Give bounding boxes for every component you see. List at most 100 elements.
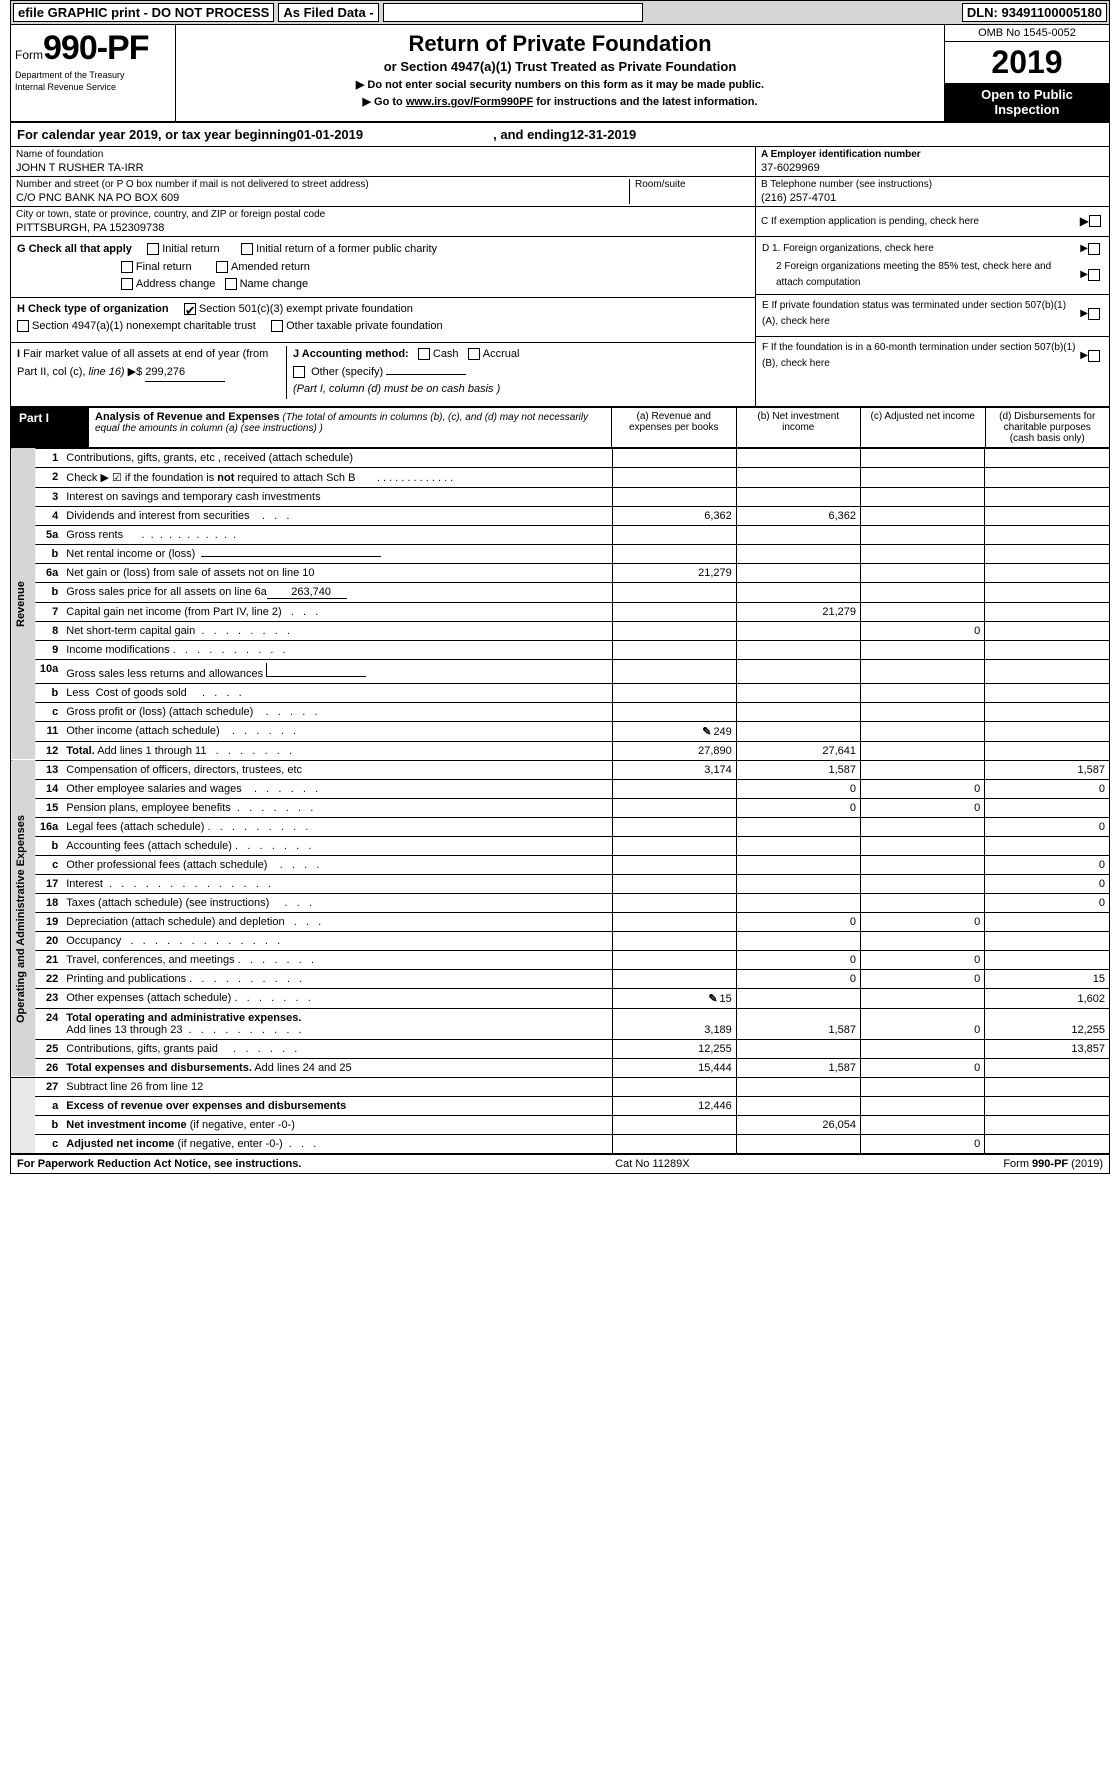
col-b-value bbox=[736, 487, 860, 506]
col-b-value: 21,279 bbox=[736, 602, 860, 621]
line-row: cOther professional fees (attach schedul… bbox=[11, 855, 1109, 874]
col-c-value bbox=[861, 702, 985, 721]
col-c-value: 0 bbox=[861, 621, 985, 640]
col-d-value bbox=[985, 640, 1109, 659]
irs-link[interactable]: www.irs.gov/Form990PF bbox=[406, 96, 533, 108]
line-description: Depreciation (attach schedule) and deple… bbox=[62, 912, 612, 931]
part1-title: Analysis of Revenue and Expenses bbox=[95, 411, 280, 423]
dln-value: 93491100005180 bbox=[1001, 5, 1102, 20]
j-accrual-checkbox[interactable] bbox=[468, 348, 480, 360]
col-c-value: 0 bbox=[861, 798, 985, 817]
col-a-value: 15,444 bbox=[612, 1058, 736, 1077]
g-final-checkbox[interactable] bbox=[121, 261, 133, 273]
form-header: Form 990-PF Department of the Treasury I… bbox=[11, 25, 1109, 121]
line-description: Legal fees (attach schedule) . . . . . .… bbox=[62, 817, 612, 836]
col-b-value: 6,362 bbox=[736, 506, 860, 525]
col-a-value bbox=[612, 893, 736, 912]
line-row: 8Net short-term capital gain . . . . . .… bbox=[11, 621, 1109, 640]
line-description: Other expenses (attach schedule) . . . .… bbox=[62, 988, 612, 1008]
col-d-value: 0 bbox=[985, 874, 1109, 893]
col-c-value: 0 bbox=[861, 1134, 985, 1153]
f-checkbox[interactable] bbox=[1088, 350, 1100, 362]
g-initial-former-checkbox[interactable] bbox=[241, 243, 253, 255]
phone-label: B Telephone number (see instructions) bbox=[761, 179, 1104, 190]
form-word: Form bbox=[15, 48, 43, 62]
line-description: Income modifications . . . . . . . . . . bbox=[62, 640, 612, 659]
j-other-checkbox[interactable] bbox=[293, 366, 305, 378]
h-501c3-checkbox[interactable] bbox=[184, 303, 196, 315]
col-b-value: 1,587 bbox=[736, 1058, 860, 1077]
attachment-icon[interactable] bbox=[708, 993, 719, 1005]
f-label: F If the foundation is in a 60-month ter… bbox=[762, 340, 1080, 372]
col-d-header: (d) Disbursements for charitable purpose… bbox=[985, 408, 1110, 447]
ein-value: 37-6029969 bbox=[761, 160, 1104, 174]
col-b-header: (b) Net investment income bbox=[736, 408, 861, 447]
col-c-value bbox=[861, 506, 985, 525]
line-number: 5a bbox=[35, 525, 62, 544]
col-a-value: 27,890 bbox=[612, 741, 736, 760]
line-description: Net gain or (loss) from sale of assets n… bbox=[62, 563, 612, 582]
col-a-value bbox=[612, 525, 736, 544]
year-begin: 01-01-2019 bbox=[297, 127, 364, 142]
col-b-value bbox=[736, 1134, 860, 1153]
part1-table: Revenue1Contributions, gifts, grants, et… bbox=[11, 448, 1109, 1153]
d2-checkbox[interactable] bbox=[1088, 269, 1100, 281]
line-row: 21Travel, conferences, and meetings . . … bbox=[11, 950, 1109, 969]
col-a-value bbox=[612, 544, 736, 563]
col-c-value bbox=[861, 467, 985, 487]
col-c-value: 0 bbox=[861, 912, 985, 931]
line-number: b bbox=[35, 544, 62, 563]
g-initial-checkbox[interactable] bbox=[147, 243, 159, 255]
g-name-checkbox[interactable] bbox=[225, 278, 237, 290]
line-number: 21 bbox=[35, 950, 62, 969]
line-row: bLess Cost of goods sold . . . . bbox=[11, 683, 1109, 702]
col-c-value bbox=[861, 544, 985, 563]
line-row: 18Taxes (attach schedule) (see instructi… bbox=[11, 893, 1109, 912]
name-label: Name of foundation bbox=[16, 149, 750, 160]
d1-checkbox[interactable] bbox=[1088, 243, 1100, 255]
line-description: Interest on savings and temporary cash i… bbox=[62, 487, 612, 506]
c-checkbox[interactable] bbox=[1089, 215, 1101, 227]
col-b-value bbox=[736, 467, 860, 487]
tax-year: 2019 bbox=[945, 42, 1109, 83]
foundation-name: JOHN T RUSHER TA-IRR bbox=[16, 160, 750, 174]
line-number: a bbox=[35, 1096, 62, 1115]
col-b-value bbox=[736, 721, 860, 741]
col-d-value bbox=[985, 1077, 1109, 1096]
line-description: Accounting fees (attach schedule) . . . … bbox=[62, 836, 612, 855]
g-amended-checkbox[interactable] bbox=[216, 261, 228, 273]
col-c-value bbox=[861, 1039, 985, 1058]
col-a-value: 21,279 bbox=[612, 563, 736, 582]
col-d-value bbox=[985, 467, 1109, 487]
col-a-value: 3,189 bbox=[612, 1008, 736, 1039]
g-address-checkbox[interactable] bbox=[121, 278, 133, 290]
col-d-value bbox=[985, 448, 1109, 467]
col-b-value: 26,054 bbox=[736, 1115, 860, 1134]
year-end: 12-31-2019 bbox=[570, 127, 637, 142]
col-c-value bbox=[861, 683, 985, 702]
line-number: 20 bbox=[35, 931, 62, 950]
h-other-checkbox[interactable] bbox=[271, 320, 283, 332]
col-d-value bbox=[985, 702, 1109, 721]
h-4947-checkbox[interactable] bbox=[17, 320, 29, 332]
col-d-value bbox=[985, 525, 1109, 544]
line-description: Other employee salaries and wages . . . … bbox=[62, 779, 612, 798]
col-c-value bbox=[861, 582, 985, 602]
line-row: 6aNet gain or (loss) from sale of assets… bbox=[11, 563, 1109, 582]
line-row: 22Printing and publications . . . . . . … bbox=[11, 969, 1109, 988]
line-description: Total operating and administrative expen… bbox=[62, 1008, 612, 1039]
line-number: 16a bbox=[35, 817, 62, 836]
line-description: Total. Add lines 1 through 11 . . . . . … bbox=[62, 741, 612, 760]
j-cash-checkbox[interactable] bbox=[418, 348, 430, 360]
col-d-value: 15 bbox=[985, 969, 1109, 988]
col-d-value bbox=[985, 950, 1109, 969]
form-title: Return of Private Foundation bbox=[180, 31, 940, 57]
g-row: G Check all that apply Initial return In… bbox=[17, 241, 749, 294]
line-description: Contributions, gifts, grants, etc , rece… bbox=[62, 448, 612, 467]
checks-row: G Check all that apply Initial return In… bbox=[11, 236, 1109, 406]
fmv-value: 299,276 bbox=[145, 364, 225, 383]
e-checkbox[interactable] bbox=[1088, 308, 1100, 320]
line-number: 19 bbox=[35, 912, 62, 931]
attachment-icon[interactable] bbox=[702, 726, 713, 738]
col-c-value bbox=[861, 1077, 985, 1096]
